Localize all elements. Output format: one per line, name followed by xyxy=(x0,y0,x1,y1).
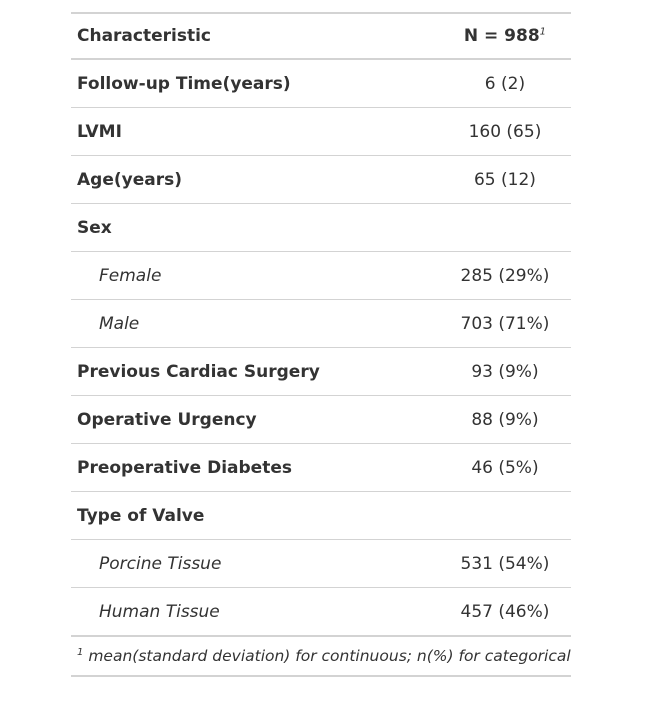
row-label: Sex xyxy=(71,203,415,252)
table-row: Human Tissue 457 (46%) xyxy=(71,587,571,637)
footnote-marker: 1 xyxy=(77,646,84,658)
table-row: Follow-up Time(years) 6 (2) xyxy=(71,59,571,108)
header-n: N = 9881 xyxy=(414,12,571,60)
table-row: Operative Urgency 88 (9%) xyxy=(71,395,571,444)
table-row: Female 285 (29%) xyxy=(71,251,571,300)
table-row: Type of Valve xyxy=(71,491,571,540)
table-row: LVMI 160 (65) xyxy=(71,107,571,156)
row-value: 531 (54%) xyxy=(414,539,571,588)
row-value: 93 (9%) xyxy=(414,347,571,396)
row-label: Preoperative Diabetes xyxy=(71,443,415,492)
header-n-label: N = 988 xyxy=(463,26,540,46)
footnote-row: 1 mean(standard deviation) for continuou… xyxy=(71,635,571,677)
row-value: 6 (2) xyxy=(414,59,571,108)
row-label: Female xyxy=(71,251,415,300)
summary-table-container: Characteristic N = 9881 Follow-up Time(y… xyxy=(71,12,571,677)
row-label: Follow-up Time(years) xyxy=(71,59,415,108)
row-label: Porcine Tissue xyxy=(71,539,415,588)
row-value: 160 (65) xyxy=(414,107,571,156)
header-row: Characteristic N = 9881 xyxy=(71,12,571,60)
row-value: 46 (5%) xyxy=(414,443,571,492)
summary-table: Characteristic N = 9881 Follow-up Time(y… xyxy=(71,12,571,677)
row-label: Operative Urgency xyxy=(71,395,415,444)
row-label: Male xyxy=(71,299,415,348)
row-label: Type of Valve xyxy=(71,491,415,540)
row-value: 65 (12) xyxy=(414,155,571,204)
table-row: Previous Cardiac Surgery 93 (9%) xyxy=(71,347,571,396)
table-row: Male 703 (71%) xyxy=(71,299,571,348)
row-value xyxy=(414,203,571,252)
footnote-text: mean(standard deviation) for continuous;… xyxy=(88,647,571,665)
table-footnote: 1 mean(standard deviation) for continuou… xyxy=(71,635,571,677)
row-value xyxy=(414,491,571,540)
table-row: Age(years) 65 (12) xyxy=(71,155,571,204)
header-footnote-marker: 1 xyxy=(539,26,547,38)
row-label: Age(years) xyxy=(71,155,415,204)
table-row: Preoperative Diabetes 46 (5%) xyxy=(71,443,571,492)
row-value: 285 (29%) xyxy=(414,251,571,300)
row-label: Human Tissue xyxy=(71,587,415,637)
row-value: 457 (46%) xyxy=(414,587,571,637)
row-label: LVMI xyxy=(71,107,415,156)
row-value: 88 (9%) xyxy=(414,395,571,444)
table-row: Sex xyxy=(71,203,571,252)
row-value: 703 (71%) xyxy=(414,299,571,348)
header-characteristic: Characteristic xyxy=(71,12,415,60)
table-row: Porcine Tissue 531 (54%) xyxy=(71,539,571,588)
row-label: Previous Cardiac Surgery xyxy=(71,347,415,396)
